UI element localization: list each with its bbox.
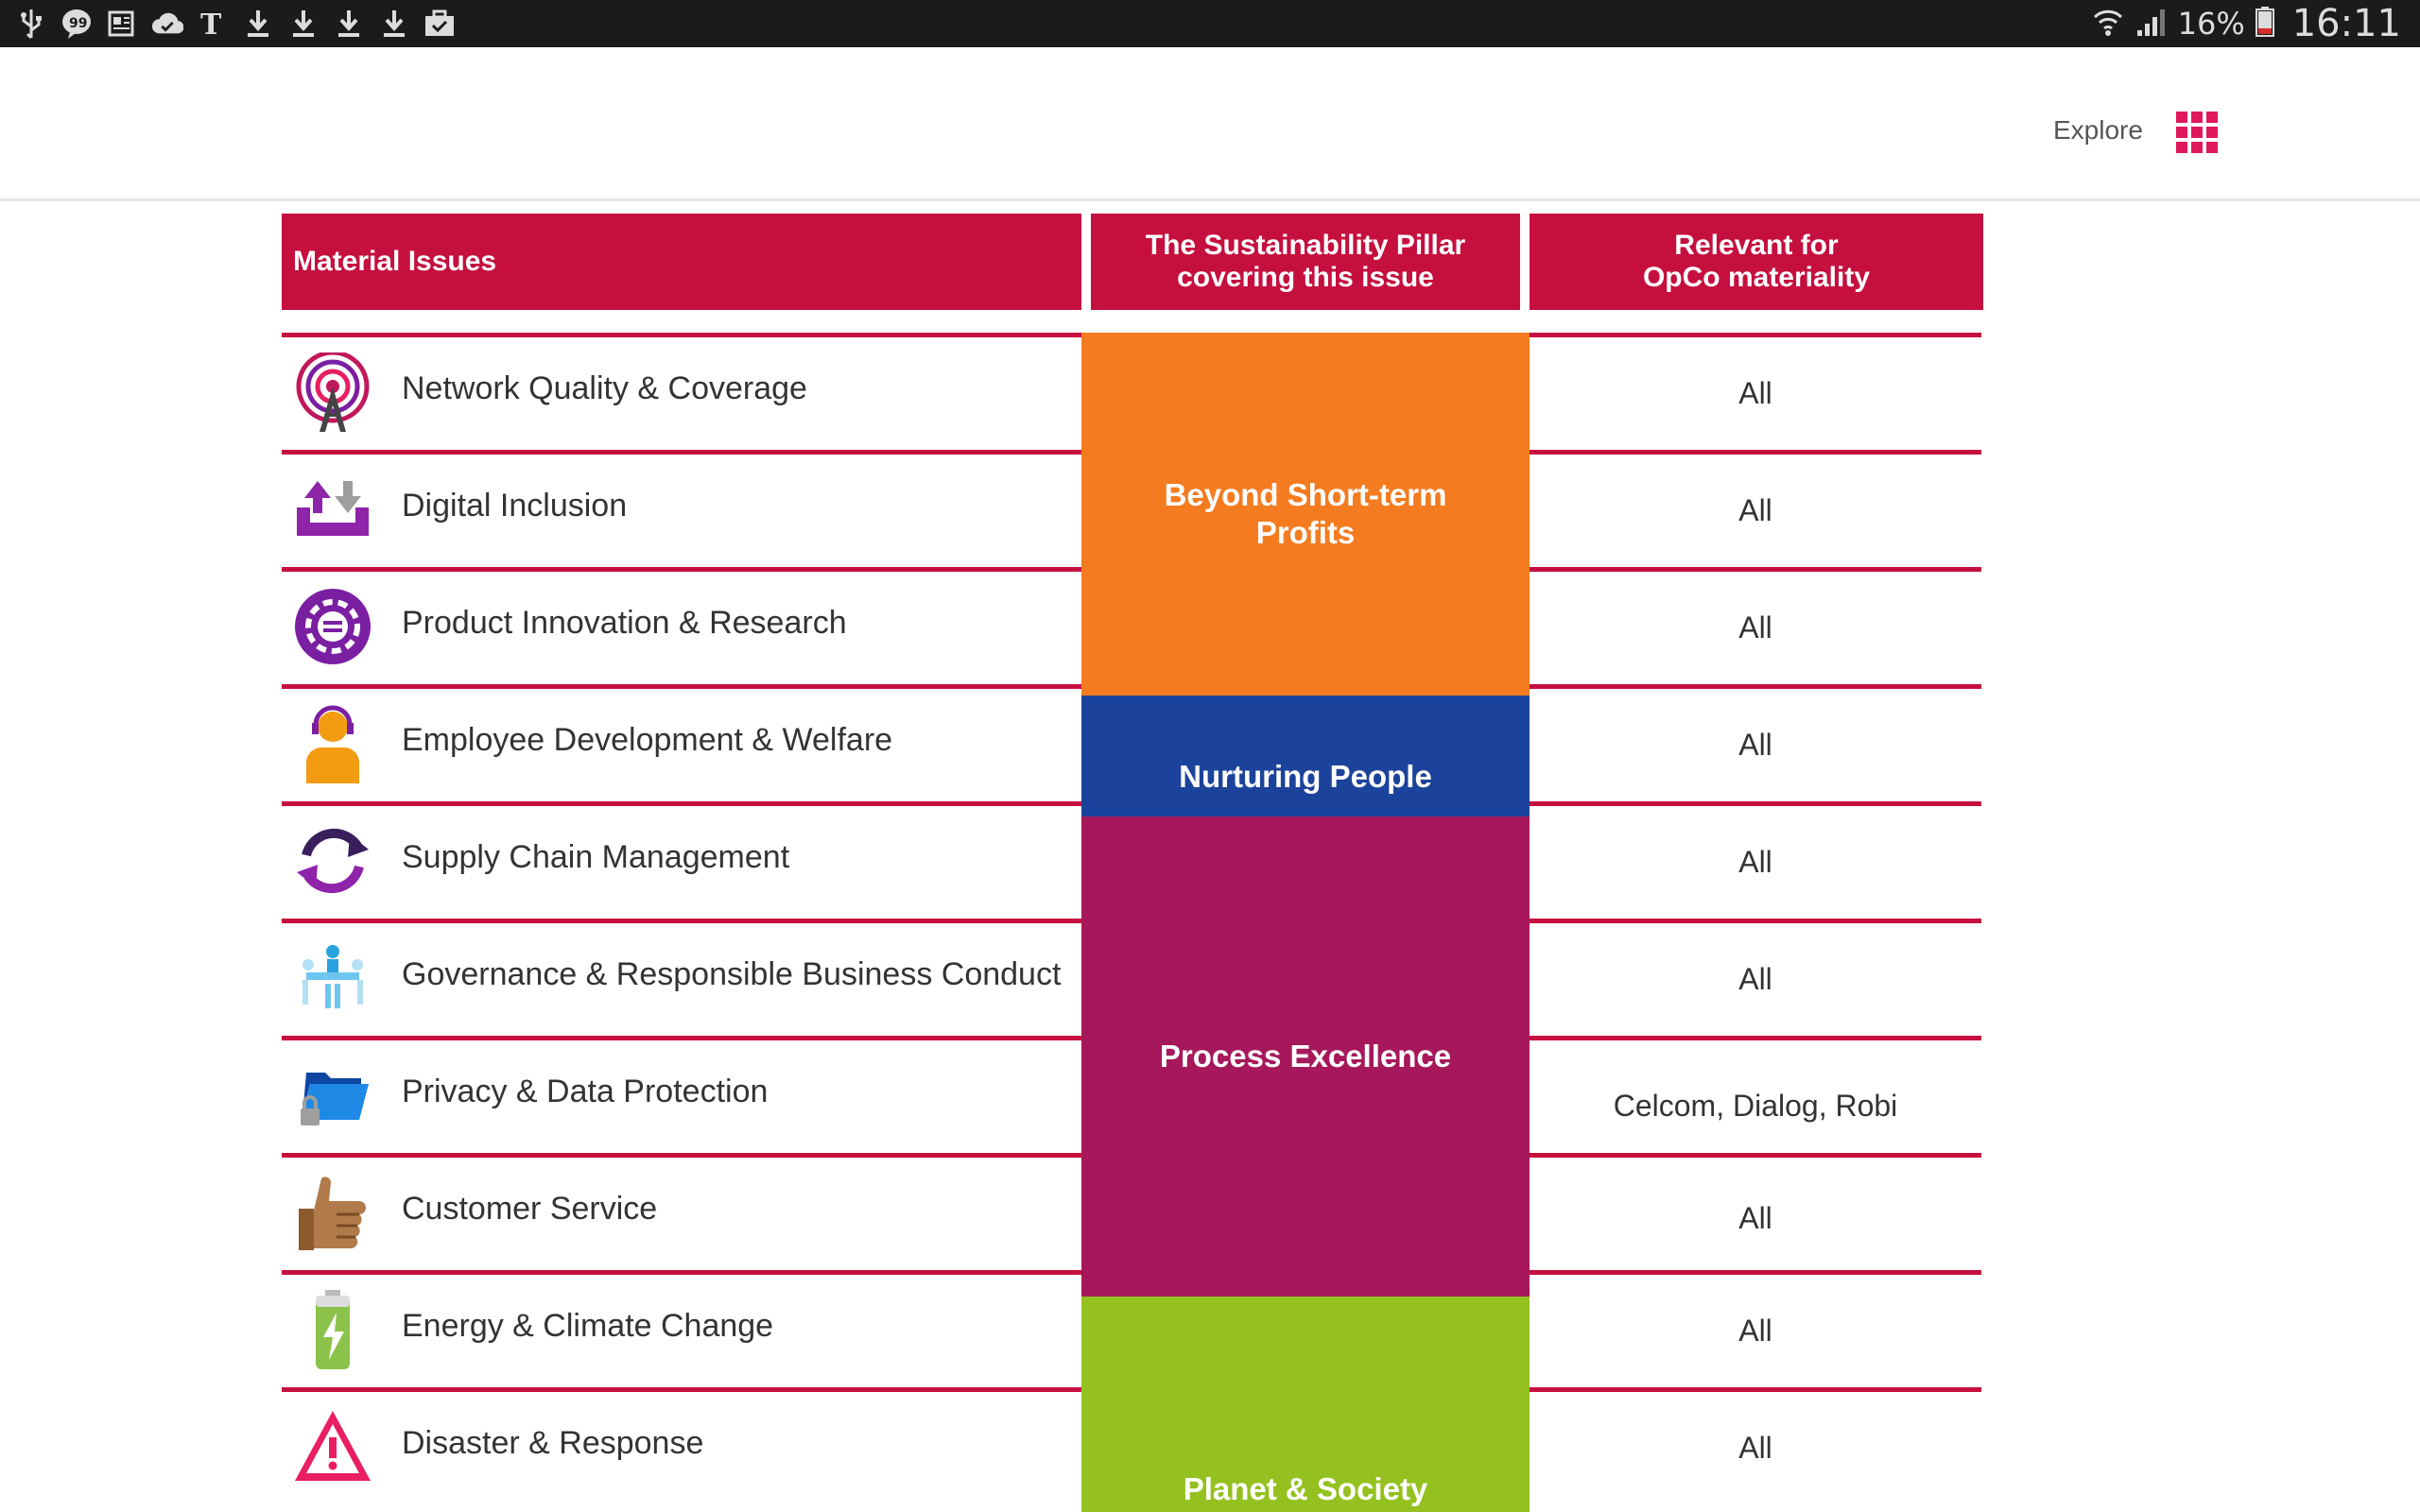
relevance-cell: All (1530, 1387, 1981, 1504)
boardroom-icon (293, 938, 372, 1018)
relevance-value: All (1738, 493, 1772, 527)
issue-label: Governance & Responsible Business Conduc… (402, 956, 1062, 992)
issue-label: Customer Service (402, 1191, 658, 1227)
employee-headset-icon (293, 704, 372, 783)
header-material-issues-label: Material Issues (293, 246, 497, 277)
relevance-value: All (1738, 962, 1772, 996)
system-status: 16% 16:11 (2091, 0, 2401, 47)
thumbs-up-icon (293, 1173, 372, 1252)
table-row: Energy & Climate Change (282, 1270, 1081, 1387)
relevance-value: Celcom, Dialog, Robi (1613, 1089, 1898, 1123)
header-material-issues: Material Issues (282, 214, 1081, 310)
issue-label: Privacy & Data Protection (402, 1074, 769, 1109)
svg-text:T: T (200, 9, 222, 39)
table-row: Network Quality & Coverage (282, 333, 1081, 450)
pillar-planet-and-society: Planet & Society (1081, 1297, 1530, 1512)
battery-charge-icon (293, 1290, 372, 1369)
download-icon (378, 8, 410, 40)
pillar-beyond-short-term-profits: Beyond Short-term Profits (1081, 333, 1530, 696)
relevance-cell: All (1530, 333, 1981, 450)
table-row: Employee Development & Welfare (282, 684, 1081, 801)
download-icon (287, 8, 320, 40)
tray-upload-icon (293, 470, 372, 549)
gear-innovation-icon (293, 587, 372, 666)
header-opco-materiality-label: Relevant for OpCo materiality (1642, 230, 1871, 293)
wifi-icon (2091, 6, 2125, 43)
pillar-label: Beyond Short-term Profits (1164, 477, 1447, 550)
news-icon (106, 8, 138, 40)
nytimes-icon: T (197, 8, 229, 40)
warning-triangle-icon (293, 1407, 372, 1486)
relevance-value: All (1738, 1201, 1772, 1235)
relevance-cell: All (1530, 1270, 1981, 1387)
download-icon (333, 8, 365, 40)
pillar-label: Planet & Society (1183, 1471, 1428, 1506)
issue-label: Product Innovation & Research (402, 605, 847, 641)
relevance-cell: All (1530, 919, 1981, 1036)
battery-low-icon (2255, 6, 2275, 43)
table-row: Privacy & Data Protection (282, 1036, 1081, 1153)
relevance-value: All (1738, 845, 1772, 879)
signal-strength-icon (2135, 6, 2169, 43)
relevance-cell: All (1530, 450, 1981, 567)
pillar-nurturing-people: Nurturing People (1081, 696, 1530, 816)
relevance-cell: All (1530, 684, 1981, 801)
relevance-cell: All (1530, 801, 1981, 919)
pillar-process-excellence: Process Excellence (1081, 816, 1530, 1297)
app-header: Explore (0, 47, 2420, 201)
relevance-value: All (1738, 1314, 1772, 1348)
table-row: Governance & Responsible Business Conduc… (282, 919, 1081, 1036)
issue-label: Network Quality & Coverage (402, 370, 807, 406)
table-row: Customer Service (282, 1153, 1081, 1270)
pillar-label: Process Excellence (1159, 1039, 1452, 1074)
header-opco-materiality: Relevant for OpCo materiality (1530, 214, 1983, 310)
relevance-cell: All (1530, 1153, 1981, 1270)
cloud-check-icon (151, 8, 183, 40)
table-row: Disaster & Response (282, 1387, 1081, 1504)
notification-icons: 99 T (15, 0, 456, 47)
download-icon (242, 8, 274, 40)
relevance-cell: All (1530, 567, 1981, 684)
relevance-cell: Celcom, Dialog, Robi (1530, 1036, 1981, 1153)
grid-menu-icon[interactable] (2176, 112, 2218, 153)
battery-percent: 16% (2177, 6, 2245, 42)
usb-icon (15, 8, 47, 40)
relevance-value: All (1738, 728, 1772, 762)
explore-label[interactable]: Explore (2053, 115, 2143, 145)
antenna-signal-icon (293, 350, 372, 432)
chat-icon: 99 (60, 8, 93, 40)
issue-label: Digital Inclusion (402, 488, 628, 524)
briefcase-check-icon (424, 8, 456, 40)
relevance-value: All (1738, 1431, 1772, 1465)
issue-label: Disaster & Response (402, 1425, 704, 1461)
issue-label: Supply Chain Management (402, 839, 790, 875)
clock: 16:11 (2291, 2, 2401, 45)
opco-materiality-column: All All All All All All Celcom, Dialog, … (1530, 333, 1981, 1504)
header-sustainability-pillar: The Sustainability Pillar covering this … (1091, 214, 1520, 310)
header-sustainability-pillar-label: The Sustainability Pillar covering this … (1145, 230, 1466, 293)
issue-label: Energy & Climate Change (402, 1308, 774, 1344)
table-row: Digital Inclusion (282, 450, 1081, 567)
material-issues-column: Network Quality & Coverage Digital Inclu… (282, 333, 1081, 1504)
locked-folder-icon (293, 1056, 372, 1135)
cycle-arrows-icon (293, 821, 372, 901)
issue-label: Employee Development & Welfare (402, 722, 893, 758)
table-row: Supply Chain Management (282, 801, 1081, 919)
relevance-value: All (1738, 376, 1772, 410)
svg-text:99: 99 (69, 16, 87, 31)
table-row: Product Innovation & Research (282, 567, 1081, 684)
pillar-label: Nurturing People (1179, 759, 1432, 794)
relevance-value: All (1738, 610, 1772, 644)
status-bar: 99 T 16% (0, 0, 2420, 47)
